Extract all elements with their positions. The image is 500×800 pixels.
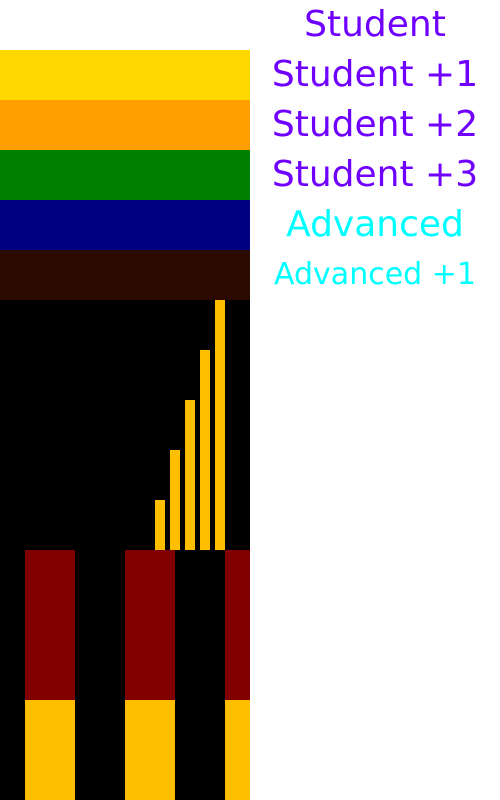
rank-label-0: Student: [304, 4, 446, 45]
rank-band-3: [0, 150, 250, 200]
rank-band-1: [0, 50, 250, 100]
belt-gold-block-1: [25, 700, 75, 800]
rank-label-3: Student +3: [271, 154, 479, 195]
belt-red-block-1: [25, 550, 75, 700]
stripe-bar-5: [215, 300, 225, 550]
rank-label-5: Advanced +1: [274, 257, 476, 292]
rank-band-0: [0, 0, 250, 50]
rank-label-2: Student +2: [271, 104, 479, 145]
rank-label-1: Student +1: [271, 54, 479, 95]
stripe-bar-1: [155, 500, 165, 550]
belt-detail-panel: [0, 300, 250, 800]
stripe-bar-4: [200, 350, 210, 550]
belt-gold-block-2: [125, 700, 175, 800]
belt-gold-block-3: [225, 700, 250, 800]
stripe-bar-3: [185, 400, 195, 550]
rank-band-2: [0, 100, 250, 150]
rank-band-5: [0, 250, 250, 300]
belt-red-block-3: [225, 550, 250, 700]
belt-red-block-2: [125, 550, 175, 700]
rank-band-4: [0, 200, 250, 250]
stripe-bar-2: [170, 450, 180, 550]
rank-label-4: Advanced: [286, 204, 464, 245]
